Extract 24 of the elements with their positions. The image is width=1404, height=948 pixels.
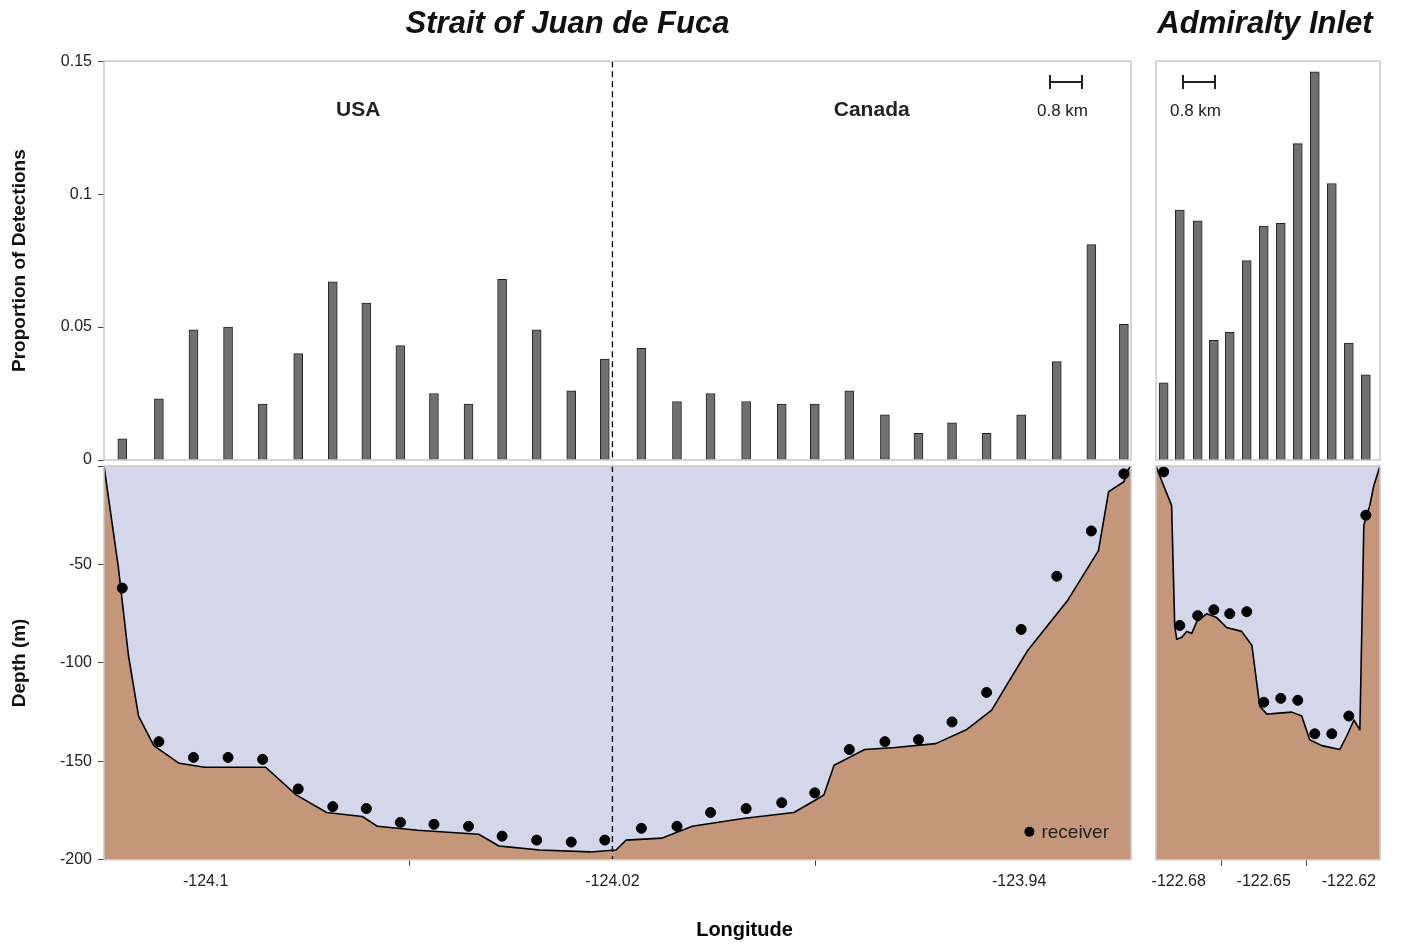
y-axis-title: Proportion of Detections	[7, 149, 29, 372]
x-tick-label: -122.68	[1151, 871, 1206, 889]
annotation: 0.8 km	[1170, 101, 1222, 122]
chart-title: Strait of Juan de Fuca	[405, 5, 730, 41]
annotation: 0.8 km	[1037, 101, 1089, 122]
y-axis-title: Depth (m)	[7, 618, 29, 708]
x-axis-title: Longitude	[695, 918, 794, 941]
y-tick-label: -50	[68, 554, 93, 572]
chart-title: Admiralty Inlet	[1156, 5, 1375, 41]
y-tick-label: -150	[59, 751, 93, 769]
y-tick-label: 0.15	[60, 51, 93, 69]
y-tick-label: 0.1	[69, 184, 93, 202]
annotation: Canada	[833, 97, 910, 122]
x-tick-label: -122.65	[1236, 871, 1291, 889]
x-tick-label: -122.62	[1321, 871, 1377, 889]
annotation: USA	[336, 97, 381, 122]
x-tick-label: -124.1	[183, 871, 229, 889]
y-tick-label: -200	[59, 850, 93, 868]
x-tick-label: -124.02	[585, 871, 640, 889]
legend-label: receiver	[1041, 821, 1110, 843]
y-tick-label: 0.05	[60, 317, 93, 335]
x-tick-label: -123.94	[992, 871, 1047, 889]
y-tick-label: -100	[59, 653, 93, 671]
y-tick-label: 0	[83, 450, 93, 468]
